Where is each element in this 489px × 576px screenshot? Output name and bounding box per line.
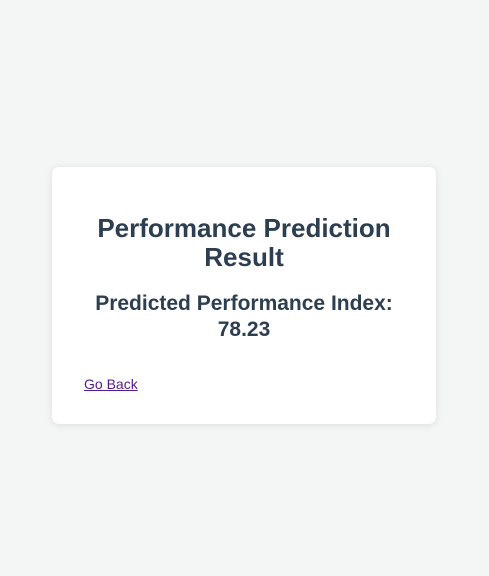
result-value: 78.23 [217, 318, 271, 341]
go-back-link[interactable]: Go Back [84, 376, 138, 392]
result-card: Performance Prediction Result Predicted … [52, 167, 436, 424]
page-title: Performance Prediction Result [97, 213, 391, 272]
result-label: Predicted Performance Index: [95, 292, 393, 315]
prediction-result: Predicted Performance Index: 78.23 [52, 291, 436, 343]
